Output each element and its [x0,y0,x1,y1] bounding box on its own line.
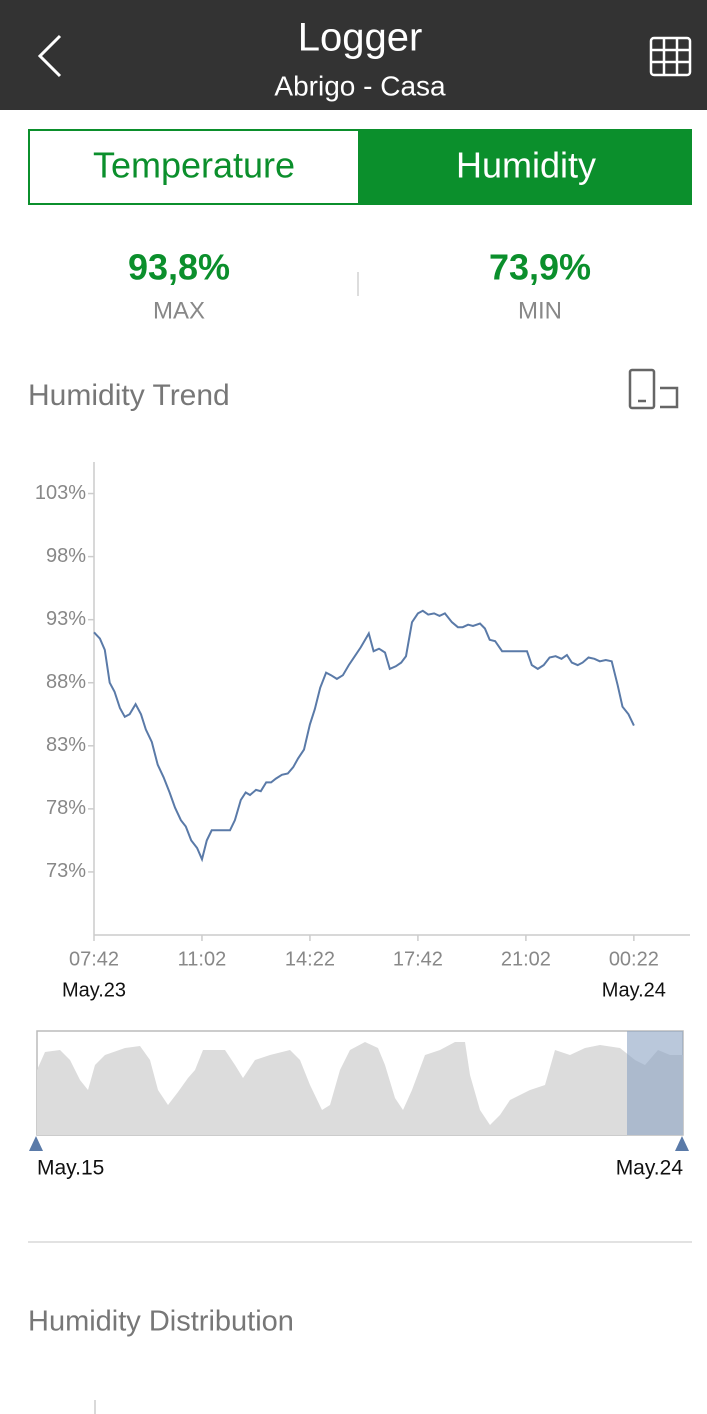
section-title: Humidity Trend [28,379,230,412]
y-tick-label: 78% [46,797,86,819]
y-tick-label: 98% [46,545,86,567]
stat-label: MAX [153,297,205,324]
x-tick-label: 11:02 [178,948,227,970]
table-button[interactable] [649,36,692,77]
tab-humidity[interactable] [359,129,692,205]
y-tick-label: 103% [35,482,86,504]
app-subtitle: Abrigo - Casa [274,70,446,101]
tab-label[interactable]: Temperature [93,145,295,186]
app-title: Logger [298,16,423,60]
overview-start: May.15 [37,1157,104,1180]
tab-label[interactable]: Humidity [456,145,596,186]
date-label: May.23 [62,979,126,1001]
overview[interactable] [29,1030,689,1151]
rotate-button[interactable] [628,368,679,410]
overview-end: May.24 [616,1157,684,1180]
tab-temperature[interactable] [28,129,360,205]
stat-value: 93,8% [128,247,230,288]
x-tick-label: 00:22 [609,948,659,970]
app-bar [0,0,707,110]
y-tick-label: 73% [46,860,86,882]
stat-value: 73,9% [489,247,591,288]
x-tick-label: 21:02 [501,948,551,970]
back-button[interactable] [37,34,62,78]
stat-label: MIN [518,297,562,324]
section-title: Humidity Distribution [28,1306,294,1338]
x-tick-label: 14:22 [285,948,335,970]
data-line [93,609,635,863]
x-tick-label: 07:42 [69,948,119,970]
date-label: May.24 [602,979,666,1001]
y-tick-label: 88% [46,671,86,693]
y-tick-label: 93% [46,608,86,630]
x-tick-label: 17:42 [393,948,443,970]
y-tick-label: 83% [46,734,86,756]
